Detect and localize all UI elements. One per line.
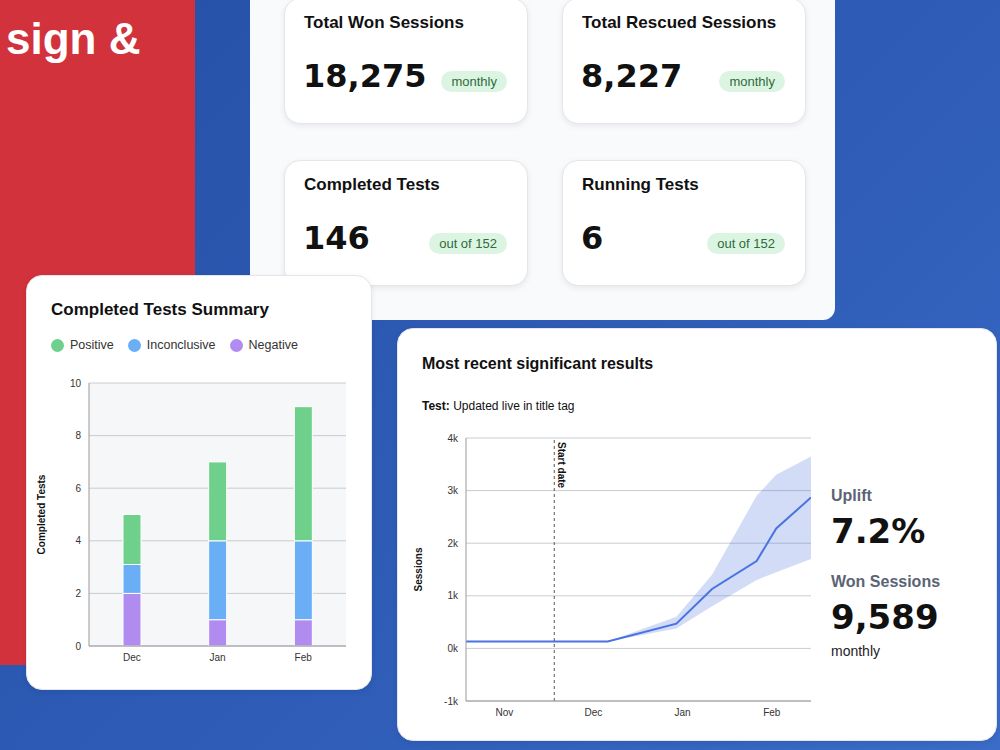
html-text:Won Sessions: Won Sessions [831,573,941,590]
svg-text:Dec: Dec [123,652,141,663]
html-text:Inconclusive: Inconclusive [146,338,216,352]
html-text:Positive: Positive [70,338,114,352]
svg-text:Feb: Feb [295,652,313,663]
html-text:sign &: sign & [6,14,141,63]
html-text:Completed Tests: Completed Tests [304,175,440,194]
svg-text:Dec: Dec [585,707,603,718]
html-text:Running Tests: Running Tests [582,175,699,194]
svg-text:Jan: Jan [209,652,225,663]
svg-text:4: 4 [75,535,81,546]
html-text:146: 146 [303,219,370,257]
svg-text:4k: 4k [447,433,459,444]
html-text:7.2%: 7.2% [831,511,926,551]
html-text:6: 6 [581,219,604,257]
svg-text:Jan: Jan [675,707,691,718]
svg-text:10: 10 [70,378,82,389]
html-text:out of 152: out of 152 [439,236,497,251]
svg-text:2k: 2k [447,538,459,549]
svg-text:Nov: Nov [495,707,513,718]
svg-text:Feb: Feb [763,707,781,718]
svg-text:Start date: Start date [556,442,567,489]
svg-text:-1k: -1k [444,696,459,707]
html-text:Completed Tests Summary: Completed Tests Summary [51,300,269,319]
svg-text:2: 2 [75,588,81,599]
html-text:18,275: 18,275 [303,57,427,95]
html-text:out of 152: out of 152 [717,236,775,251]
svg-text:8: 8 [75,430,81,441]
svg-text:0: 0 [75,641,81,652]
svg-text:Sessions: Sessions [413,547,424,591]
html-text:Test: Updated live in title ta: Test: Updated live in title tag [422,399,575,413]
html-text:Total Won Sessions: Total Won Sessions [304,13,464,32]
html-text:Most recent significant result: Most recent significant results [422,355,654,372]
html-text:monthly: monthly [451,74,497,89]
html-text:Total Rescued Sessions: Total Rescued Sessions [582,13,777,32]
html-text:9,589: 9,589 [831,597,939,637]
svg-text:0k: 0k [447,643,459,654]
svg-text:Completed Tests: Completed Tests [36,474,47,554]
html-text:monthly: monthly [729,74,775,89]
html-text:8,227: 8,227 [581,57,683,95]
svg-text:6: 6 [75,483,81,494]
svg-text:1k: 1k [447,590,459,601]
html-text:Negative: Negative [248,338,298,352]
html-text:Uplift: Uplift [831,487,872,504]
svg-text:3k: 3k [447,485,459,496]
html-text:monthly: monthly [831,643,880,659]
